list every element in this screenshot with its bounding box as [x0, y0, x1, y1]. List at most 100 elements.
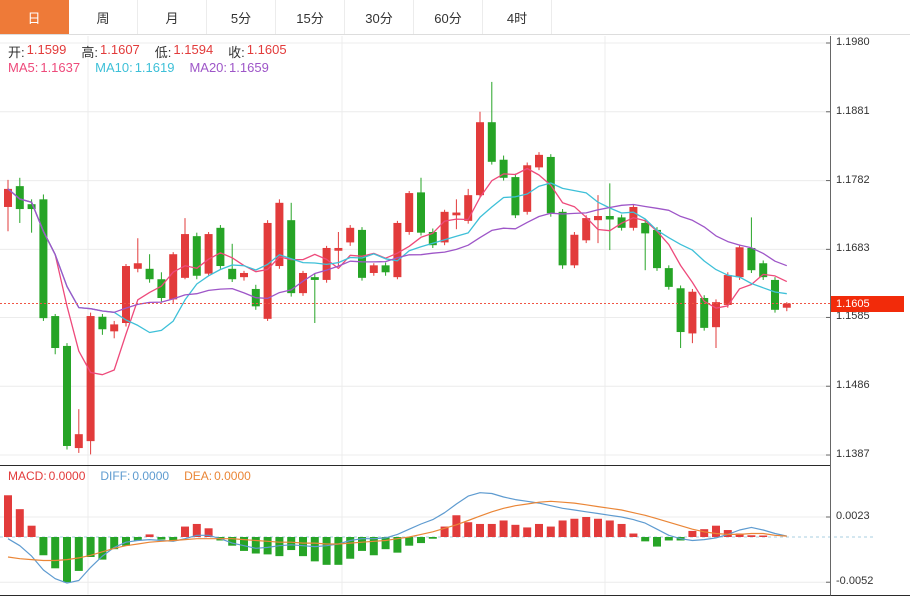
macd-bar-down — [310, 537, 319, 562]
macd-bar-up — [499, 520, 508, 537]
macd-tick-label: 0.0023 — [836, 509, 870, 522]
candle-body-down — [216, 227, 225, 267]
ohlc-2-value: 1.1594 — [173, 42, 214, 57]
macd-bar-down — [369, 537, 378, 556]
ma-1: MA10: 1.1619 — [95, 60, 174, 75]
candle-body-up — [110, 324, 119, 332]
candle-body-up — [440, 211, 449, 243]
macd-bar-up — [747, 535, 756, 537]
diff-line — [7, 492, 787, 584]
candle-body-up — [263, 222, 272, 319]
ma-1-label: MA10: — [95, 60, 133, 75]
macd-bar-down — [251, 537, 260, 554]
ma5-line — [7, 167, 788, 376]
ohlc-2-label: 低: — [154, 45, 172, 60]
timeframe-tab-week[interactable]: 周 — [69, 0, 138, 34]
candle-body-down — [428, 231, 437, 246]
timeframe-tab-5min[interactable]: 5分 — [207, 0, 276, 34]
candle-body-down — [358, 229, 366, 278]
candle-body-down — [157, 279, 166, 298]
candle-body-down — [664, 268, 673, 287]
macd-0: MACD: 0.0000 — [8, 469, 85, 483]
macd-bar-up — [594, 518, 602, 537]
macd-bar-up — [535, 523, 543, 537]
macd-bar-up — [181, 526, 189, 537]
macd-bar-down — [287, 537, 296, 551]
ohlc-1-label: 高: — [81, 45, 99, 60]
candle-body-down — [771, 279, 779, 310]
macd-bar-up — [735, 533, 744, 537]
candle-body-up — [275, 202, 284, 267]
timeframe-tab-30min[interactable]: 30分 — [345, 0, 414, 34]
macd-1-label: DIFF: — [100, 469, 131, 483]
macd-bar-down — [169, 537, 178, 541]
macd-bar-down — [405, 537, 414, 546]
candle-body-down — [98, 316, 107, 330]
ohlc-1-value: 1.1607 — [100, 42, 140, 57]
macd-bar-up — [4, 495, 12, 537]
candle-body-up — [570, 234, 579, 266]
macd-bar-down — [334, 537, 343, 565]
timeframe-tab-day[interactable]: 日 — [0, 0, 69, 34]
macd-legend: MACD: 0.0000 DIFF: 0.0000 DEA: 0.0000 — [8, 469, 251, 483]
candle-body-down — [228, 268, 237, 280]
candle-body-up — [452, 212, 461, 216]
macd-bar-up — [605, 520, 614, 537]
candle-body-down — [558, 211, 567, 266]
macd-bar-up — [476, 523, 484, 537]
candle-body-up — [369, 265, 378, 273]
candle-body-down — [653, 229, 661, 269]
ohlc-3: 收: 1.1605 — [228, 42, 286, 61]
macd-bar-down — [240, 537, 248, 551]
candle-body-up — [299, 272, 307, 294]
candle-body-up — [594, 216, 602, 221]
ohlc-2: 低: 1.1594 — [155, 42, 213, 61]
candle-body-up — [523, 165, 532, 212]
macd-bar-down — [51, 537, 60, 569]
macd-bar-down — [133, 537, 142, 541]
macd-2: DEA: 0.0000 — [184, 469, 251, 483]
macd-bar-up — [440, 526, 449, 537]
macd-bar-down — [157, 537, 166, 540]
candle-body-up — [133, 263, 142, 269]
macd-bar-up — [204, 528, 213, 537]
candle-body-up — [204, 234, 213, 274]
ma20-line — [7, 188, 788, 313]
macd-bar-up — [27, 525, 36, 537]
candle-body-up — [334, 247, 343, 251]
timeframe-tab-60min[interactable]: 60分 — [414, 0, 483, 34]
ma-2-value: 1.1659 — [229, 60, 269, 75]
candle-body-up — [122, 266, 130, 324]
ma10-line — [7, 182, 787, 334]
candle-body-down — [499, 159, 508, 178]
timeframe-tab-15min[interactable]: 15分 — [276, 0, 345, 34]
ma-2: MA20: 1.1659 — [189, 60, 268, 75]
macd-bar-down — [346, 537, 355, 559]
candle-body-up — [181, 234, 189, 278]
macd-bar-down — [122, 537, 130, 546]
price-tick-label: 1.1881 — [836, 104, 870, 117]
macd-bar-up — [145, 534, 154, 537]
candle-body-down — [310, 277, 319, 280]
macd-bar-up — [700, 529, 709, 537]
macd-bar-up — [464, 522, 473, 537]
macd-bar-up — [759, 535, 768, 537]
macd-bar-up — [452, 515, 461, 537]
macd-bar-up — [558, 520, 567, 537]
timeframe-tab-month[interactable]: 月 — [138, 0, 207, 34]
candle-body-down — [145, 268, 154, 280]
ohlc-0-label: 开: — [8, 45, 25, 60]
timeframe-tab-4hour[interactable]: 4时 — [483, 0, 552, 34]
macd-bar-down — [322, 537, 331, 565]
candle-body-up — [735, 247, 744, 278]
candle-body-up — [464, 195, 473, 221]
macd-bar-down — [228, 537, 237, 546]
macd-bar-down — [358, 537, 366, 551]
macd-bar-up — [582, 516, 591, 537]
candle-body-up — [582, 218, 591, 241]
macd-bar-down — [74, 537, 83, 571]
macd-bar-up — [523, 527, 532, 537]
macd-2-label: DEA: — [184, 469, 213, 483]
candle-body-up — [688, 291, 697, 334]
